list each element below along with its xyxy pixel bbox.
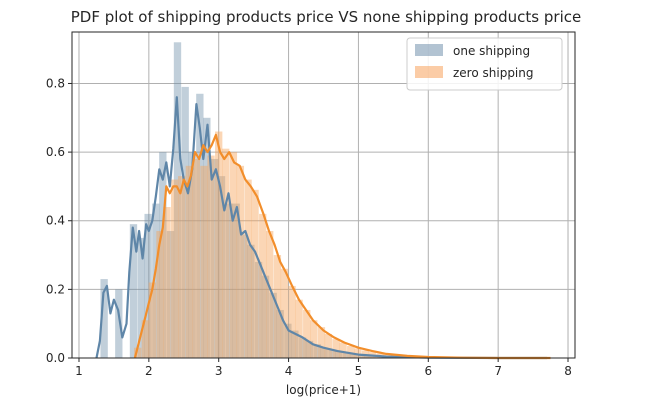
histogram-bar-s1-5: [171, 179, 179, 358]
x-axis-label: log(price+1): [286, 383, 361, 397]
chart-title: PDF plot of shipping products price VS n…: [71, 8, 581, 26]
axis-ticks: 1 2 3 4 5 6 7 8 0.0 0.2 0.4 0.6 0.8: [46, 76, 572, 378]
histogram-bar-s0-15: [210, 158, 219, 358]
plot-area-frame: [71, 31, 576, 359]
histogram-bar-s0-16: [217, 176, 226, 358]
histogram-bar-s0-13: [196, 93, 204, 358]
legend-swatch-zero-shipping: [415, 66, 443, 78]
kde-line-one-shipping: [95, 96, 548, 360]
histogram-bar-s1-12: [222, 148, 230, 358]
histogram-bar-s0-9: [166, 231, 175, 358]
histogram-bar-s1-17: [259, 213, 267, 358]
legend: one shipping zero shipping: [406, 37, 563, 91]
histogram-bar-s0-12: [188, 152, 196, 358]
histogram-bar-s0-2: [115, 289, 123, 358]
histogram-bar-s0-37: [372, 355, 380, 358]
histogram-bar-s1-7: [185, 165, 194, 358]
histogram-bar-s0-25: [284, 323, 292, 358]
x-tick-label-4: 5: [355, 364, 363, 378]
histogram-bars: [100, 42, 465, 358]
histogram-bar-s1-3: [156, 231, 164, 358]
histogram-bar-s1-22: [295, 299, 303, 358]
histogram-bar-s1-23: [303, 309, 311, 358]
histogram-bar-s0-24: [276, 309, 284, 358]
legend-label-one-shipping: one shipping: [453, 44, 530, 58]
histogram-bar-s0-10: [173, 42, 182, 358]
histogram-bar-s1-10: [207, 155, 215, 358]
histogram-bar-s1-1: [141, 320, 150, 358]
histogram-bar-s0-21: [254, 261, 263, 358]
kde-line-zero-shipping: [133, 133, 551, 360]
histogram-bar-s1-24: [310, 320, 318, 358]
histogram-bar-s0-36: [364, 355, 372, 358]
legend-label-zero-shipping: zero shipping: [453, 66, 534, 80]
histogram-bar-s1-9: [200, 165, 208, 358]
histogram-bar-s1-15: [244, 179, 252, 358]
histogram-bar-s1-27: [332, 339, 340, 358]
x-tick-label-2: 3: [215, 364, 223, 378]
histogram-bar-s1-25: [317, 327, 326, 358]
legend-box: [406, 37, 563, 91]
histogram-bar-s1-13: [229, 152, 238, 358]
histogram-bar-s0-11: [181, 86, 189, 358]
histogram-bar-s1-28: [339, 342, 347, 358]
histogram-bar-s0-0: [100, 279, 108, 358]
histogram-bar-s0-7: [152, 203, 160, 358]
histogram-bar-s0-35: [357, 354, 365, 358]
histogram-bar-s0-30: [320, 347, 328, 358]
y-tick-label-2: 0.4: [46, 214, 65, 228]
histogram-bar-s1-4: [163, 207, 171, 358]
histogram-bar-s0-5: [137, 237, 145, 358]
histogram-bar-s0-22: [261, 275, 270, 358]
histogram-bar-s0-14: [203, 117, 211, 358]
legend-swatch-one-shipping: [415, 44, 443, 56]
histogram-bar-s1-21: [288, 285, 296, 358]
histogram-bar-s0-19: [240, 234, 248, 358]
x-tick-label-0: 1: [75, 364, 83, 378]
x-tick-label-1: 2: [145, 364, 153, 378]
histogram-bar-s0-26: [291, 330, 299, 358]
y-tick-label-3: 0.6: [46, 145, 65, 159]
y-tick-label-4: 0.8: [46, 76, 65, 90]
x-tick-label-3: 4: [285, 364, 293, 378]
y-tick-label-1: 0.2: [46, 282, 65, 296]
histogram-bar-s0-32: [335, 351, 343, 358]
histogram-bar-s0-23: [269, 292, 277, 358]
histogram-bar-s1-16: [251, 189, 259, 358]
histogram-bar-s0-34: [349, 353, 358, 358]
histogram-bar-s1-29: [347, 345, 355, 358]
histogram-bar-s1-18: [266, 231, 274, 358]
histogram-bar-s1-11: [215, 131, 223, 358]
histogram-bar-s0-8: [159, 152, 167, 358]
y-tick-label-0: 0.0: [46, 351, 65, 365]
histogram-bar-s0-31: [328, 349, 336, 358]
kde-curves: [95, 96, 551, 360]
histogram-bar-s0-18: [232, 203, 240, 358]
histogram-bar-s0-29: [313, 344, 321, 358]
histogram-bar-s0-33: [342, 352, 351, 358]
histogram-bar-s0-6: [144, 213, 152, 358]
histogram-bar-s0-27: [298, 337, 307, 358]
histogram-bar-s1-26: [324, 333, 333, 358]
histogram-bar-s0-17: [225, 203, 233, 358]
histogram-bar-s1-8: [192, 158, 201, 358]
x-tick-label-6: 7: [494, 364, 502, 378]
histogram-bar-s0-4: [129, 224, 138, 358]
histogram-bar-s1-14: [236, 165, 245, 358]
x-tick-label-5: 6: [424, 364, 432, 378]
histogram-bar-s1-30: [354, 348, 362, 358]
histogram-bar-s1-6: [178, 176, 186, 358]
x-tick-label-7: 8: [564, 364, 572, 378]
histogram-bar-s1-2: [148, 282, 157, 358]
histogram-bar-s0-28: [305, 340, 314, 358]
histogram-bar-s0-20: [247, 244, 255, 358]
histogram-bar-s1-0: [134, 347, 142, 358]
histogram-bar-s1-20: [280, 268, 289, 358]
